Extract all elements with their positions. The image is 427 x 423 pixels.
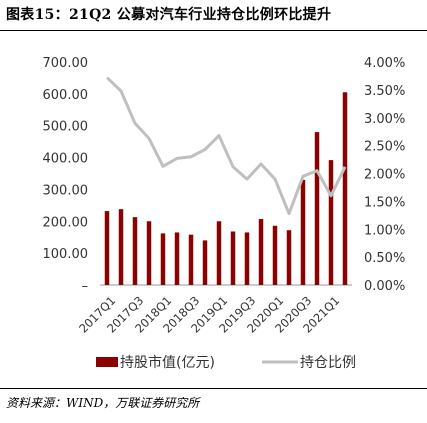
bar: [118, 209, 124, 285]
left-y-axis: – 100.00 200.00 300.00 400.00 500.00 600.00 700…: [43, 56, 89, 294]
bar: [258, 219, 264, 285]
bar: [174, 232, 180, 285]
left-y-tick-label: –: [82, 279, 89, 294]
right-y-tick-label: 2.00%: [364, 168, 405, 183]
x-axis: 2017Q12017Q32018Q12018Q32019Q12019Q32020…: [76, 293, 342, 335]
bar: [216, 221, 222, 285]
left-y-tick-label: 200.00: [43, 215, 89, 230]
legend: 持股市值(亿元) 持仓比例: [96, 354, 356, 371]
source-divider: [0, 388, 427, 389]
bar: [160, 233, 166, 285]
right-y-tick-label: 0.50%: [364, 251, 405, 266]
legend-line-label: 持仓比例: [300, 355, 356, 371]
bar: [272, 225, 278, 285]
title-divider: [0, 30, 427, 31]
right-y-tick-label: 1.50%: [364, 195, 405, 210]
left-y-tick-label: 500.00: [43, 120, 89, 135]
source-note: 资料来源：WIND，万联证券研究所: [6, 396, 200, 410]
bar: [202, 240, 208, 285]
left-y-tick-label: 300.00: [43, 183, 89, 198]
ratio-line-series: [105, 76, 347, 216]
bar: [342, 92, 348, 285]
left-y-tick-label: 600.00: [43, 88, 89, 103]
left-y-tick-label: 400.00: [43, 152, 89, 167]
right-y-tick-label: 1.00%: [364, 223, 405, 238]
bar: [244, 232, 250, 285]
bar: [188, 234, 194, 285]
bar: [300, 179, 306, 285]
right-y-tick-label: 0.00%: [364, 279, 405, 294]
right-y-tick-label: 3.00%: [364, 112, 405, 127]
bar: [314, 132, 320, 285]
bar: [104, 211, 110, 285]
bar: [286, 230, 292, 285]
bar-series: [104, 92, 348, 285]
bar: [328, 160, 334, 285]
legend-bar-swatch: [96, 357, 118, 367]
chart-canvas: – 100.00 200.00 300.00 400.00 500.00 600.00 700…: [43, 56, 406, 371]
left-y-tick-label: 700.00: [43, 56, 89, 71]
left-y-tick-label: 100.00: [43, 247, 89, 262]
bar: [132, 217, 138, 285]
bar: [230, 231, 236, 285]
right-y-tick-label: 4.00%: [364, 56, 405, 71]
right-y-axis: 0.00% 0.50% 1.00% 1.50% 2.00% 2.50% 3.00% 3.50%…: [364, 56, 405, 294]
right-y-tick-label: 2.50%: [364, 140, 405, 155]
right-y-tick-label: 3.50%: [364, 84, 405, 99]
chart-title: 图表15：21Q2 公募对汽车行业持仓比例环比提升: [6, 7, 332, 23]
bar: [146, 221, 152, 285]
legend-bar-label: 持股市值(亿元): [120, 354, 215, 371]
